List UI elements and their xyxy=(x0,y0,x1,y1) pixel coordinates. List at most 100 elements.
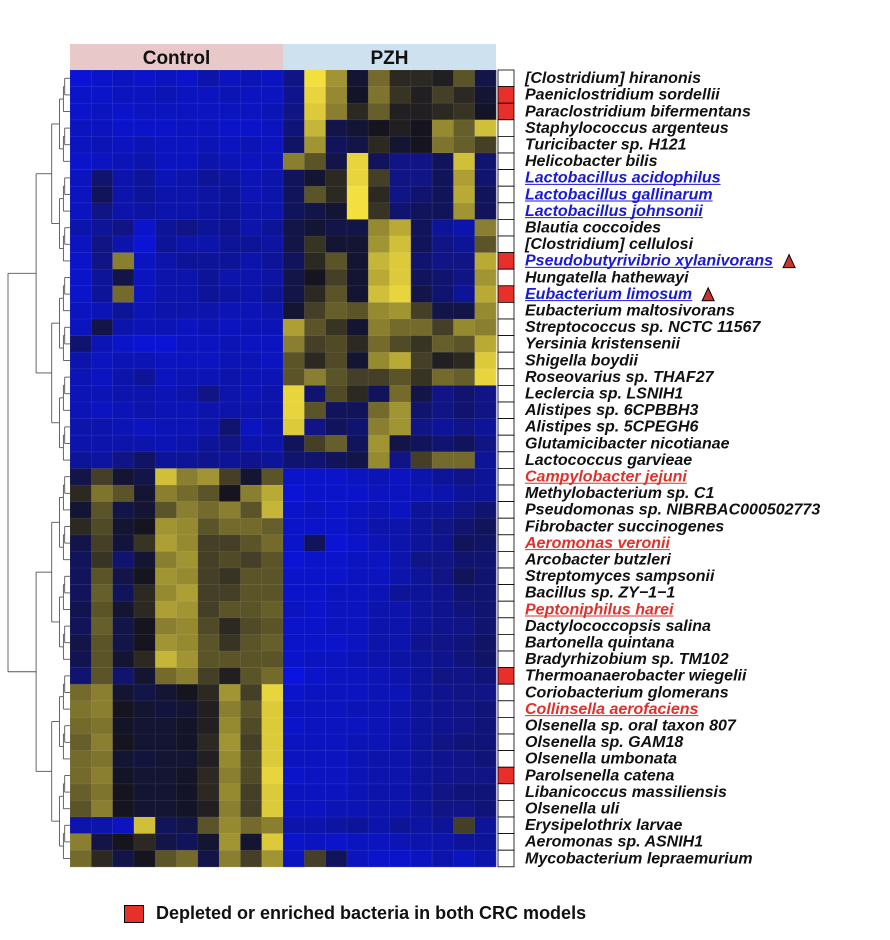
row-label: Olsenella umbonata xyxy=(525,751,677,768)
heatmap-cell xyxy=(304,783,326,801)
heatmap-cell xyxy=(112,734,135,751)
heatmap-cell xyxy=(112,485,135,502)
heatmap-cell xyxy=(368,717,390,735)
heatmap-cell xyxy=(325,734,348,751)
heatmap-cell xyxy=(283,236,305,253)
heatmap-cell xyxy=(197,584,220,602)
heatmap-cell xyxy=(197,451,220,469)
heatmap-cell xyxy=(70,136,92,154)
heatmap-cell xyxy=(304,119,326,137)
row-label: Lactobacillus gallinarum xyxy=(525,186,713,203)
heatmap-cell xyxy=(219,700,241,718)
heatmap-cell xyxy=(410,119,433,137)
heatmap-cell xyxy=(70,319,92,336)
heatmap-cell xyxy=(91,103,113,121)
heatmap-cell xyxy=(197,202,220,220)
heatmap-cell xyxy=(133,319,156,336)
heatmap-cell xyxy=(261,850,284,868)
heatmap-cell xyxy=(91,252,113,270)
heatmap-cell xyxy=(346,402,369,419)
heatmap-cell xyxy=(432,584,454,602)
heatmap-cell xyxy=(346,319,369,336)
heatmap-cell xyxy=(474,319,497,336)
heatmap-cell xyxy=(432,767,454,785)
heatmap-cell xyxy=(325,285,348,303)
heatmap-cell xyxy=(474,833,497,851)
heatmap-cell xyxy=(91,518,113,536)
heatmap-cell xyxy=(133,634,156,652)
heatmap-cell xyxy=(474,136,497,154)
heatmap-cell xyxy=(304,169,326,187)
heatmap-cell xyxy=(197,186,220,204)
heatmap-cell xyxy=(176,285,199,303)
heatmap-cell xyxy=(346,518,369,536)
heatmap-cell xyxy=(176,501,199,519)
marker-box xyxy=(497,551,515,569)
heatmap-cell xyxy=(368,352,390,370)
heatmap-cell xyxy=(261,783,284,801)
heatmap-cell xyxy=(453,136,475,154)
sample-group-bars: Control PZH xyxy=(70,44,496,70)
heatmap-cell xyxy=(304,402,326,419)
heatmap-cell xyxy=(474,169,497,187)
heatmap-cell xyxy=(261,717,284,735)
heatmap-cell xyxy=(91,86,113,104)
heatmap-cell xyxy=(325,402,348,419)
heatmap-cell xyxy=(283,418,305,436)
heatmap-cell xyxy=(389,302,412,320)
heatmap-cell xyxy=(91,269,113,287)
heatmap-cell xyxy=(410,534,433,552)
heatmap-cell xyxy=(219,119,241,137)
heatmap-cell xyxy=(325,551,348,569)
heatmap-cell xyxy=(133,285,156,303)
heatmap-cell xyxy=(112,501,135,519)
heatmap-cell xyxy=(112,402,135,419)
heatmap-cell xyxy=(368,70,390,87)
marker-box xyxy=(497,467,515,486)
heatmap-cell xyxy=(283,319,305,336)
heatmap-cell xyxy=(325,833,348,851)
heatmap-cell xyxy=(346,302,369,320)
heatmap-cell xyxy=(70,800,92,818)
heatmap-cell xyxy=(70,850,92,868)
heatmap-cell xyxy=(219,136,241,154)
heatmap-cell xyxy=(155,119,177,137)
heatmap-cell xyxy=(389,219,412,237)
heatmap-cell xyxy=(410,153,433,170)
heatmap-cell xyxy=(133,684,156,702)
heatmap-cell xyxy=(112,252,135,270)
heatmap-cell xyxy=(346,684,369,702)
heatmap-cell xyxy=(112,601,135,619)
heatmap-cell xyxy=(219,368,241,386)
heatmap-cell xyxy=(453,684,475,702)
heatmap-cell xyxy=(133,568,156,585)
heatmap-cell xyxy=(325,368,348,386)
heatmap-cell xyxy=(176,186,199,204)
heatmap-cell xyxy=(346,833,369,851)
heatmap-cell xyxy=(304,617,326,635)
heatmap-cell xyxy=(474,485,497,502)
heatmap-cell xyxy=(346,285,369,303)
heatmap-cell xyxy=(155,269,177,287)
heatmap-cell xyxy=(346,435,369,453)
heatmap-cell xyxy=(410,435,433,453)
heatmap-cell xyxy=(261,568,284,585)
heatmap-cells xyxy=(69,69,497,868)
heatmap-cell xyxy=(261,385,284,403)
heatmap-cell xyxy=(474,734,497,751)
heatmap-cell xyxy=(304,285,326,303)
heatmap-cell xyxy=(325,352,348,370)
heatmap-cell xyxy=(474,750,497,768)
heatmap-cell xyxy=(112,302,135,320)
heatmap-cell xyxy=(70,285,92,303)
heatmap-cell xyxy=(368,833,390,851)
heatmap-cell xyxy=(240,169,262,187)
heatmap-cell xyxy=(112,119,135,137)
heatmap-cell xyxy=(283,186,305,204)
marker-box xyxy=(497,833,515,851)
heatmap-cell xyxy=(219,767,241,785)
heatmap-cell xyxy=(70,833,92,851)
heatmap-cell xyxy=(453,169,475,187)
row-label: Campylobacter jejuni xyxy=(525,469,687,486)
heatmap-cell xyxy=(197,219,220,237)
